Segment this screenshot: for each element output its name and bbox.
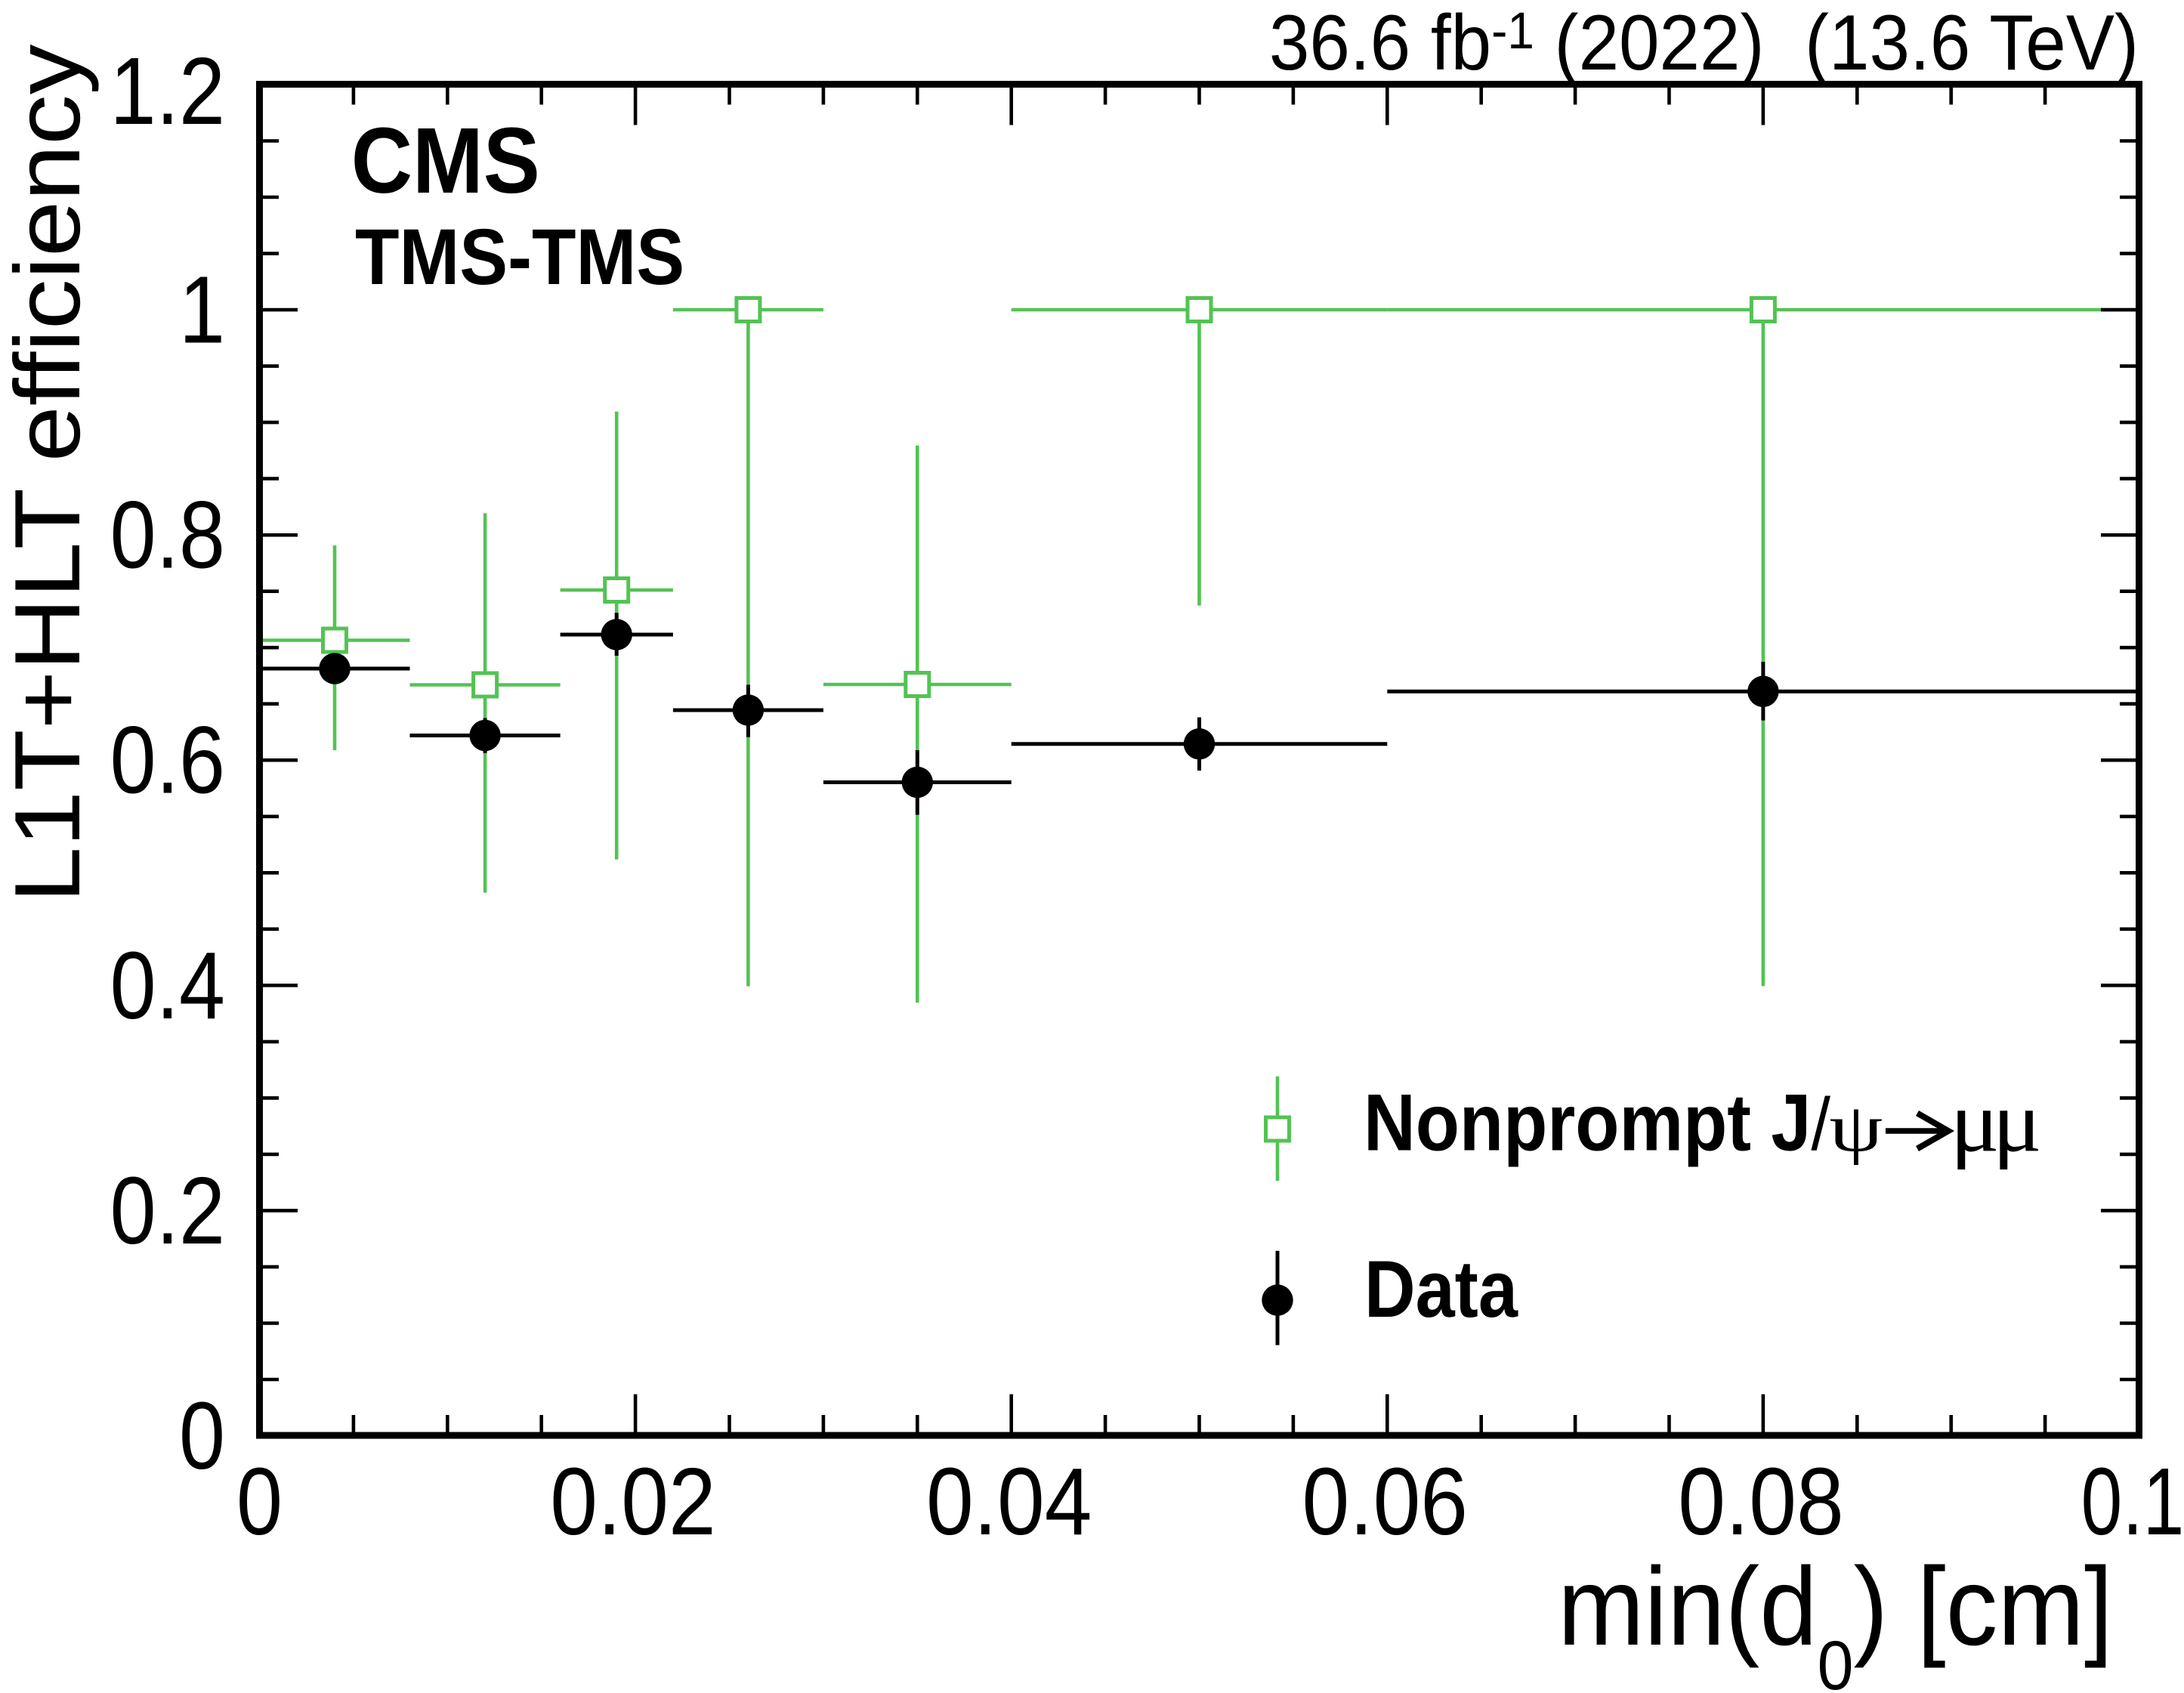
svg-text:0.8: 0.8 (110, 483, 225, 589)
svg-text:ψ: ψ (1829, 1091, 1883, 1166)
svg-text:0: 0 (236, 1449, 283, 1556)
svg-text:Data: Data (1364, 1244, 1518, 1334)
svg-text:1.2: 1.2 (110, 39, 225, 145)
svg-text:0.02: 0.02 (550, 1449, 715, 1555)
svg-text:1: 1 (179, 258, 225, 364)
svg-text:0.08: 0.08 (1678, 1449, 1843, 1555)
svg-text:CMS: CMS (351, 108, 540, 212)
svg-text:0.1: 0.1 (2081, 1448, 2184, 1555)
svg-text:L1T+HLT efficiency: L1T+HLT efficiency (0, 45, 100, 903)
svg-text:0: 0 (179, 1383, 225, 1490)
svg-text:0.2: 0.2 (110, 1158, 225, 1265)
svg-text:0.04: 0.04 (926, 1449, 1092, 1555)
svg-text:μ: μ (1992, 1074, 2041, 1170)
svg-text:36.6 fb-1 (2022) (13.6 TeV): 36.6 fb-1 (2022) (13.6 TeV) (1269, 0, 2139, 87)
svg-text:0.4: 0.4 (110, 933, 225, 1040)
svg-text:/: / (1811, 1083, 1830, 1166)
svg-text:Nonprompt J: Nonprompt J (1364, 1077, 1811, 1167)
svg-text:TMS-TMS: TMS-TMS (355, 213, 684, 301)
svg-text:0.06: 0.06 (1302, 1449, 1468, 1555)
svg-text:μ: μ (1950, 1074, 1999, 1170)
svg-text:0.6: 0.6 (110, 708, 225, 814)
